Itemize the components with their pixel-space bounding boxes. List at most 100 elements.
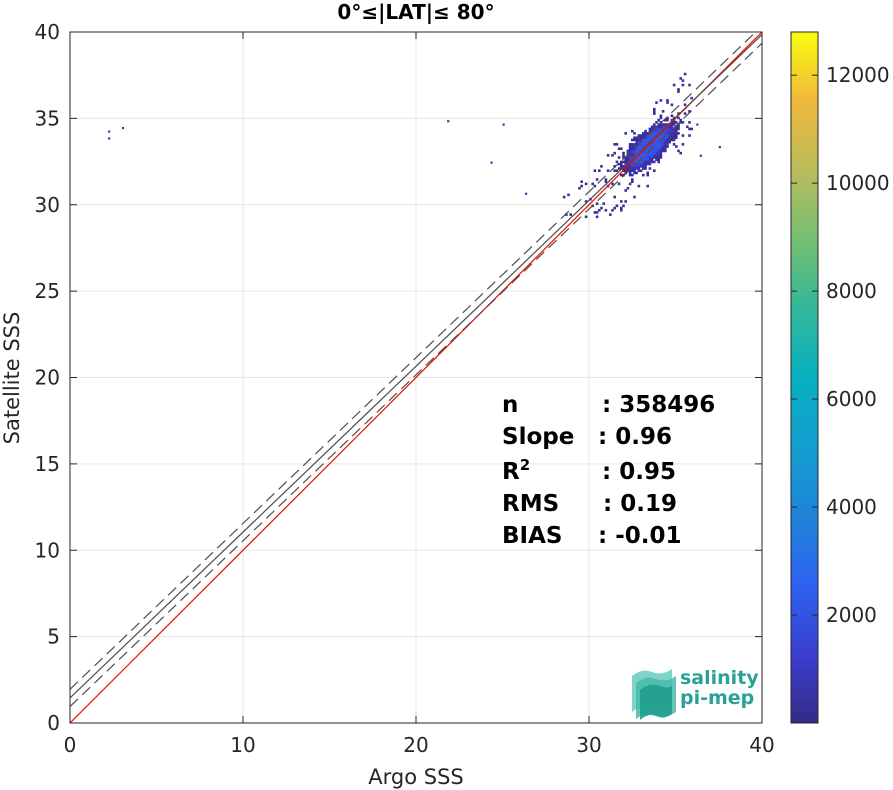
density-cell	[655, 145, 658, 148]
density-cell	[637, 169, 641, 173]
density-outlier	[696, 123, 699, 126]
stat-label: n	[502, 392, 518, 418]
density-cell	[675, 132, 678, 135]
density-cell	[646, 132, 649, 135]
density-cell	[631, 154, 634, 157]
density-cell	[646, 158, 649, 162]
density-cell	[628, 169, 632, 173]
density-cell	[578, 186, 581, 190]
colorbar: 2000 4000 6000 8000 10000 12000	[790, 31, 890, 724]
density-cell	[688, 110, 691, 113]
density-cell	[598, 208, 601, 212]
density-cell	[655, 129, 658, 133]
density-cell	[659, 116, 663, 120]
density-cell	[631, 143, 634, 146]
waves-icon	[632, 669, 676, 720]
density-cell	[681, 79, 685, 82]
density-cell	[675, 145, 678, 148]
density-cell	[644, 134, 647, 137]
density-cell	[672, 132, 676, 135]
density-cell	[639, 138, 643, 142]
density-cell	[675, 121, 678, 124]
density-cell	[622, 151, 625, 155]
density-cell	[666, 129, 669, 133]
density-cell	[620, 167, 623, 170]
density-cell	[683, 112, 687, 115]
density-cell	[666, 140, 669, 144]
density-cell	[620, 147, 623, 151]
density-cell	[626, 158, 630, 162]
density-cell	[620, 200, 623, 203]
density-cell	[668, 140, 671, 144]
stat-label: BIAS	[502, 523, 562, 549]
density-cell	[633, 195, 636, 199]
density-cell	[628, 145, 632, 148]
y-tick-label: 10	[35, 538, 60, 562]
density-cell	[661, 138, 665, 142]
density-cell	[626, 162, 630, 166]
density-cell	[633, 149, 636, 153]
density-cell	[593, 184, 597, 188]
density-cell	[642, 132, 645, 135]
y-tick-label: 0	[47, 711, 60, 735]
density-cell	[668, 138, 671, 142]
density-cell	[628, 167, 632, 170]
density-cell	[628, 156, 632, 159]
density-cell	[650, 160, 654, 164]
density-cell	[595, 202, 599, 205]
density-cell	[670, 138, 674, 142]
density-cell	[664, 149, 667, 153]
density-cell	[644, 140, 647, 144]
density-cell	[650, 125, 654, 129]
density-cell	[613, 195, 616, 199]
density-cell	[617, 182, 621, 186]
density-cell	[655, 125, 658, 129]
density-cell	[635, 165, 638, 168]
density-cell	[661, 147, 665, 151]
density-cell	[659, 140, 663, 144]
density-cell	[644, 158, 647, 162]
colorbar-tick-label: 2000	[826, 603, 877, 627]
density-cell	[650, 132, 654, 135]
density-cell	[666, 138, 669, 142]
density-cell	[633, 136, 636, 140]
density-cell	[606, 169, 610, 173]
density-cell	[677, 123, 680, 126]
density-cell	[664, 145, 667, 148]
density-cell	[620, 162, 623, 166]
density-cell	[648, 158, 652, 162]
density-cell	[672, 116, 676, 120]
colorbar-tick-label: 10000	[826, 171, 890, 195]
density-cell	[661, 125, 665, 129]
density-cell	[622, 156, 625, 159]
density-cell	[666, 145, 669, 148]
density-cell	[626, 186, 630, 190]
density-cell	[670, 125, 674, 129]
density-cell	[644, 129, 647, 133]
density-cell	[633, 169, 636, 173]
density-cell	[624, 169, 627, 173]
density-cell	[650, 143, 654, 146]
density-cell	[613, 151, 616, 155]
density-cell	[631, 145, 634, 148]
density-cell	[646, 184, 649, 188]
density-cell	[646, 160, 649, 164]
density-cell	[620, 160, 623, 164]
density-cell	[648, 154, 652, 157]
density-cell	[635, 151, 638, 155]
density-cell	[661, 145, 665, 148]
logo-line2: pi-mep	[680, 687, 754, 709]
density-cell	[653, 132, 656, 135]
density-cell	[642, 167, 645, 170]
density-cell	[668, 132, 671, 135]
density-cell	[622, 167, 625, 170]
density-cell	[668, 125, 671, 129]
density-cell	[639, 165, 643, 168]
density-cell	[677, 90, 680, 93]
density-cell	[644, 165, 647, 168]
density-cell	[648, 162, 652, 166]
density-cell	[672, 134, 676, 137]
density-cell	[626, 151, 630, 155]
density-cell	[677, 125, 680, 129]
density-cell	[672, 127, 676, 131]
